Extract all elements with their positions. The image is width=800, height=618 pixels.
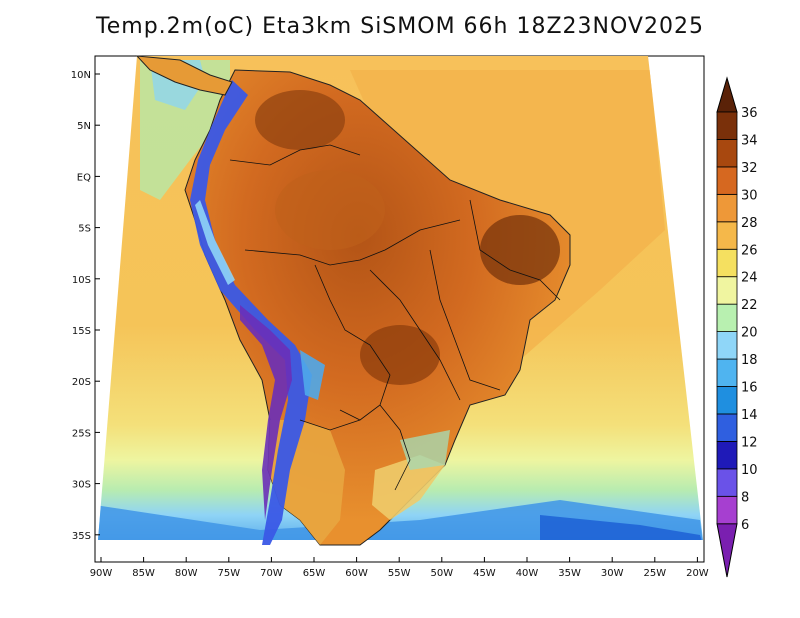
colorbar-label: 34 bbox=[741, 133, 758, 148]
colorbar-box bbox=[716, 248, 738, 278]
colorbar-label: 6 bbox=[741, 518, 749, 533]
uruguay-mild bbox=[372, 455, 445, 520]
lon-label: 60W bbox=[345, 568, 368, 579]
amazon-warm-area bbox=[275, 170, 385, 250]
colorbar-label: 22 bbox=[741, 298, 758, 313]
latitude-axis: 10N 5N EQ 5S 10S 15S 20S 25S 30S 35S bbox=[71, 70, 100, 542]
lon-label: 50W bbox=[430, 568, 453, 579]
south-america-land bbox=[184, 69, 571, 546]
border-bolivia bbox=[314, 264, 391, 421]
andes-cool-fringe bbox=[195, 200, 235, 285]
pantanal-hot-core bbox=[360, 325, 440, 385]
colorbar-box bbox=[716, 111, 738, 140]
lat-label: EQ bbox=[77, 172, 91, 183]
colorbar-label: 12 bbox=[741, 435, 758, 450]
border-paraguay bbox=[379, 404, 411, 491]
border-argentina-north bbox=[299, 419, 361, 431]
lon-label: 75W bbox=[217, 568, 240, 579]
colorbar-box bbox=[716, 139, 738, 168]
lon-label: 35W bbox=[558, 568, 581, 579]
lon-label: 65W bbox=[303, 568, 326, 579]
colorbar-box bbox=[716, 468, 738, 497]
colorbar-box bbox=[716, 386, 738, 415]
colorbar-label: 16 bbox=[741, 381, 758, 396]
colorbar-arrow-low bbox=[716, 523, 738, 578]
colorbar-box bbox=[716, 495, 738, 525]
lat-label: 30S bbox=[72, 480, 91, 491]
longitude-axis: 90W 85W 80W 75W 70W 65W 60W 55W 50W 45W 40W 35W 30W 2… bbox=[90, 557, 709, 579]
colorbar-box bbox=[716, 303, 738, 332]
lon-label: 90W bbox=[90, 568, 113, 579]
lat-label: 35S bbox=[72, 531, 91, 542]
lat-label: 10N bbox=[71, 70, 91, 81]
country-borders bbox=[229, 144, 561, 491]
colorbar-box bbox=[716, 276, 738, 305]
colorbar: 6 8 10 12 14 16 18 20 22 24 26 28 30 32 34 36 bbox=[716, 76, 758, 578]
colorbar-arrow-high bbox=[716, 76, 738, 113]
colorbar-box bbox=[716, 221, 738, 250]
colorbar-label: 30 bbox=[741, 188, 758, 203]
lon-label: 25W bbox=[643, 568, 666, 579]
colorbar-box bbox=[716, 358, 738, 387]
colorbar-box bbox=[716, 413, 738, 442]
lat-label: 10S bbox=[72, 275, 91, 286]
colorbar-label: 32 bbox=[741, 161, 758, 176]
border-states-2 bbox=[469, 199, 561, 301]
lon-label: 55W bbox=[388, 568, 411, 579]
colorbar-label: 10 bbox=[741, 463, 758, 478]
lat-label: 25S bbox=[72, 428, 91, 439]
colorbar-label: 8 bbox=[741, 490, 749, 505]
lat-label: 20S bbox=[72, 377, 91, 388]
lat-label: 5S bbox=[78, 224, 91, 235]
colorbar-box bbox=[716, 193, 738, 223]
venezuela-hot-core bbox=[255, 90, 345, 150]
south-brazil-cool bbox=[400, 430, 450, 470]
andes-cold-ridge bbox=[190, 80, 312, 545]
central-america-land bbox=[135, 55, 233, 96]
colorbar-box bbox=[716, 331, 738, 360]
border-states-1 bbox=[429, 249, 501, 391]
colorbar-label: 14 bbox=[741, 408, 758, 423]
border-north bbox=[229, 144, 361, 166]
lat-label: 15S bbox=[72, 326, 91, 337]
andes-coldest-peaks bbox=[240, 305, 292, 520]
border-amazon bbox=[244, 219, 461, 266]
lon-label: 80W bbox=[175, 568, 198, 579]
southern-coldest-band bbox=[540, 515, 703, 540]
northeast-hot-core bbox=[480, 215, 560, 285]
lon-label: 40W bbox=[516, 568, 539, 579]
colorbar-label: 18 bbox=[741, 353, 758, 368]
map-title: Temp.2m(oC) Eta3km SiSMOM 66h 18Z23NOV20… bbox=[96, 14, 704, 39]
lon-label: 20W bbox=[686, 568, 709, 579]
colorbar-label: 20 bbox=[741, 326, 758, 341]
border-states-3 bbox=[369, 269, 461, 401]
lon-label: 70W bbox=[260, 568, 283, 579]
colorbar-box bbox=[716, 440, 738, 470]
lon-label: 85W bbox=[132, 568, 155, 579]
altiplano-cool bbox=[300, 350, 325, 400]
lon-label: 45W bbox=[473, 568, 496, 579]
colorbar-label: 36 bbox=[741, 106, 758, 121]
lon-label: 30W bbox=[601, 568, 624, 579]
colorbar-label: 28 bbox=[741, 216, 758, 231]
colorbar-label: 24 bbox=[741, 271, 758, 286]
colorbar-label: 26 bbox=[741, 243, 758, 258]
lat-label: 5N bbox=[77, 121, 91, 132]
colorbar-box bbox=[716, 166, 738, 195]
